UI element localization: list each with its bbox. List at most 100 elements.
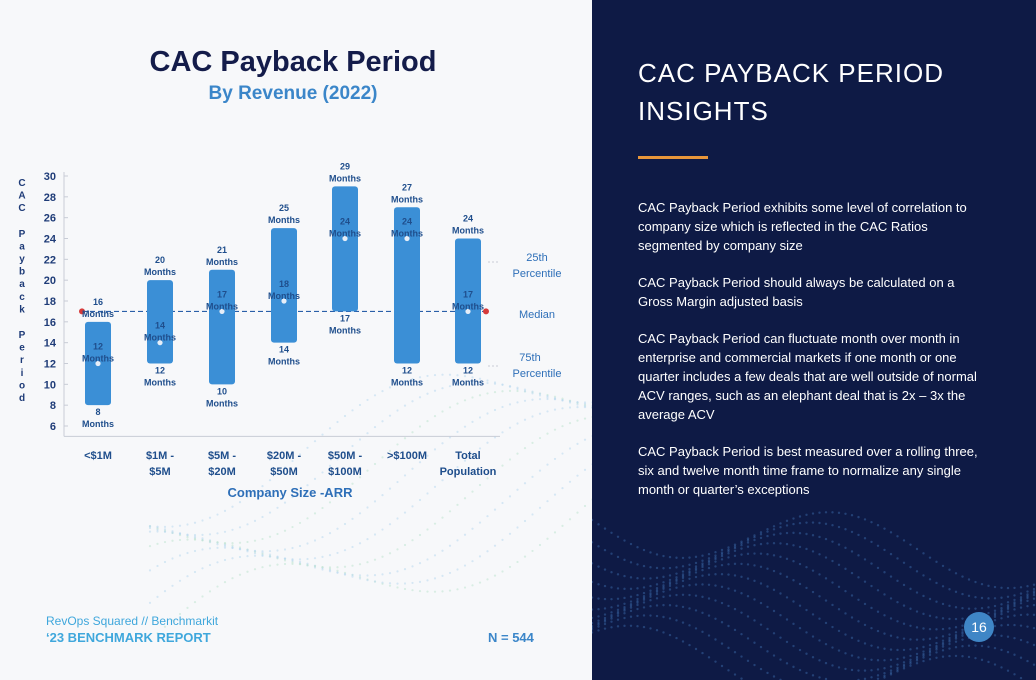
decor-dot xyxy=(844,667,847,671)
decor-dot xyxy=(328,427,332,430)
decor-dot xyxy=(779,613,782,617)
decor-dot xyxy=(313,440,317,443)
decor-dot xyxy=(523,390,527,393)
decor-dot xyxy=(1000,624,1003,627)
decor-dot xyxy=(844,567,847,571)
decor-dot xyxy=(516,422,519,425)
decor-dot xyxy=(694,609,698,612)
decor-dot xyxy=(909,565,912,569)
decor-dot xyxy=(896,670,899,673)
decor-dot xyxy=(967,594,971,598)
decor-dot xyxy=(772,569,776,573)
y-axis-label-letter: e xyxy=(19,343,25,354)
decor-dot xyxy=(681,576,685,580)
decor-dot xyxy=(961,655,964,658)
decor-dot xyxy=(941,564,945,568)
decor-dot xyxy=(850,514,854,517)
y-tick-label: 26 xyxy=(44,213,56,225)
decor-dot xyxy=(321,433,324,436)
decor-dot xyxy=(516,560,519,564)
decor-dot xyxy=(623,602,626,606)
decor-dot xyxy=(935,628,938,631)
decor-dot xyxy=(870,658,873,661)
decor-dot xyxy=(418,533,422,537)
y-tick-label: 14 xyxy=(44,338,57,350)
decor-dot xyxy=(163,528,167,531)
decor-dot xyxy=(870,669,873,672)
decor-dot xyxy=(629,600,633,603)
decor-dot xyxy=(1000,596,1003,599)
decor-dot xyxy=(546,396,549,399)
decor-dot xyxy=(629,604,633,608)
decor-dot xyxy=(818,511,821,514)
decor-dot xyxy=(935,581,938,585)
decor-dot xyxy=(759,533,763,536)
decor-dot xyxy=(336,571,339,574)
decor-dot xyxy=(857,598,860,601)
decor-dot xyxy=(336,566,339,569)
decor-dot xyxy=(850,571,854,575)
y-tick-label: 12 xyxy=(44,359,56,371)
decor-dot xyxy=(592,621,594,625)
decor-dot xyxy=(246,570,249,573)
decor-dot xyxy=(597,623,600,626)
decor-dot xyxy=(231,505,234,508)
decor-dot xyxy=(857,620,860,623)
decor-dot xyxy=(902,539,906,542)
decor-dot xyxy=(268,553,272,556)
decor-dot xyxy=(668,581,672,584)
decor-dot xyxy=(889,531,893,534)
decor-dot xyxy=(948,633,951,636)
decor-dot xyxy=(328,566,332,569)
decor-dot xyxy=(328,570,332,573)
decor-dot xyxy=(508,565,512,569)
decor-dot xyxy=(538,436,542,440)
decor-dot xyxy=(321,506,324,510)
decor-dot xyxy=(246,549,249,552)
decor-dot xyxy=(616,612,620,615)
decor-dot xyxy=(1032,663,1036,666)
decor-dot xyxy=(193,533,197,537)
decor-dot xyxy=(980,596,984,600)
y-axis-label-letter: C xyxy=(18,203,25,214)
decor-dot xyxy=(987,611,990,615)
decor-dot xyxy=(909,664,912,667)
decor-dot xyxy=(941,627,945,631)
decor-dot xyxy=(753,598,756,601)
decor-dot xyxy=(954,646,958,649)
decor-dot xyxy=(779,658,782,661)
decor-dot xyxy=(649,627,652,630)
decor-dot xyxy=(298,490,302,493)
decor-dot xyxy=(283,562,287,566)
decor-dot xyxy=(733,628,737,632)
decor-dot xyxy=(954,654,958,658)
median-point xyxy=(404,235,410,242)
decor-dot xyxy=(336,527,339,530)
decor-dot xyxy=(915,626,919,629)
decor-dot xyxy=(668,584,672,588)
decor-dot xyxy=(546,397,549,401)
decor-dot xyxy=(876,524,880,527)
decor-dot xyxy=(733,589,737,592)
decor-dot xyxy=(727,548,730,551)
decor-dot xyxy=(531,398,534,401)
decor-dot xyxy=(238,546,242,549)
decor-dot xyxy=(448,406,452,409)
decor-dot xyxy=(915,655,919,659)
decor-dot xyxy=(733,554,737,558)
decor-dot xyxy=(381,573,384,576)
decor-dot xyxy=(759,565,763,569)
decor-dot xyxy=(746,545,750,548)
decor-dot xyxy=(456,402,459,405)
decor-dot xyxy=(792,622,795,626)
decor-dot xyxy=(411,467,414,470)
decor-dot xyxy=(283,529,287,532)
decor-dot xyxy=(471,560,474,563)
decor-dot xyxy=(592,541,594,544)
median-point xyxy=(219,308,225,315)
decor-dot xyxy=(902,583,906,587)
decor-dot xyxy=(883,674,886,678)
decor-dot xyxy=(411,431,414,434)
legend-25th-percentile-line2: Percentile xyxy=(513,268,562,280)
decor-dot xyxy=(373,394,377,397)
